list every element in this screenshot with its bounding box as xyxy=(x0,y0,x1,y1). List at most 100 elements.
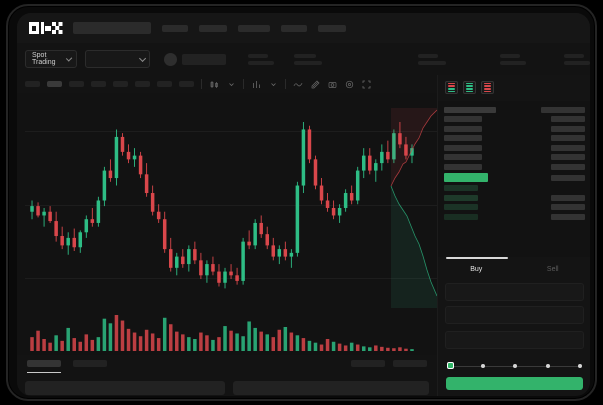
toolbar-divider xyxy=(285,79,286,89)
timeframe-8[interactable] xyxy=(179,81,194,87)
chevron-down-icon xyxy=(139,54,147,62)
tab-sell[interactable]: Sell xyxy=(515,258,591,280)
orderbook-ask-row[interactable] xyxy=(438,124,590,134)
orders-tab-open[interactable] xyxy=(27,360,61,367)
candlestick-series xyxy=(30,121,414,289)
timeframe-3[interactable] xyxy=(69,81,84,87)
logo-letter-o xyxy=(29,22,39,34)
orderbook-ask-row[interactable] xyxy=(438,153,590,163)
timeframe-1[interactable] xyxy=(25,81,40,87)
okx-logo[interactable] xyxy=(29,22,62,34)
tab-buy[interactable]: Buy xyxy=(438,258,515,280)
gridline xyxy=(25,205,437,206)
device-frame: Spot Trading xyxy=(6,4,597,401)
volume-pane xyxy=(17,311,437,355)
gridline xyxy=(25,131,437,132)
orderbook-header xyxy=(438,105,590,115)
trade-sidebar: Buy Sell xyxy=(437,75,590,396)
toolbar-divider xyxy=(243,79,244,89)
nav-item-1[interactable] xyxy=(162,24,188,32)
price-chart[interactable] xyxy=(17,93,437,355)
price-field[interactable] xyxy=(445,306,584,324)
orders-list xyxy=(25,381,429,395)
pencil-icon[interactable] xyxy=(310,79,320,89)
order-type-field[interactable] xyxy=(445,283,584,301)
orderbook[interactable] xyxy=(438,101,590,257)
chevron-down-icon[interactable] xyxy=(226,79,236,89)
nav-item-4[interactable] xyxy=(281,24,307,32)
candlestick-pane xyxy=(17,93,437,308)
chevron-down-icon xyxy=(66,54,73,62)
orderbook-ask-row[interactable] xyxy=(438,115,590,125)
orders-tab-indicator xyxy=(27,372,61,373)
app-screen: Spot Trading xyxy=(17,13,590,396)
amount-field[interactable] xyxy=(445,331,584,349)
orderbook-last-price-row[interactable] xyxy=(438,172,590,184)
market-stat-1 xyxy=(248,53,274,65)
orderbook-mode-bids-only-icon[interactable] xyxy=(463,81,476,94)
candlestick-icon[interactable] xyxy=(209,79,219,89)
orderbook-bid-row[interactable] xyxy=(438,203,590,213)
spot-trading-label: Spot Trading xyxy=(32,52,56,66)
slider-stop-75[interactable] xyxy=(546,363,550,368)
sub-header: Spot Trading xyxy=(17,43,590,75)
chevron-down-icon[interactable] xyxy=(268,79,278,89)
nav-item-2[interactable] xyxy=(199,24,227,32)
slider-handle[interactable] xyxy=(447,362,454,369)
nav-item-3[interactable] xyxy=(238,24,270,32)
chart-toolbar xyxy=(17,75,437,93)
orders-panel xyxy=(17,355,437,396)
market-stat-4 xyxy=(500,53,526,65)
orders-row[interactable] xyxy=(233,381,429,395)
toolbar-divider xyxy=(201,79,202,89)
nav-item-5[interactable] xyxy=(318,24,346,32)
trade-tab-indicator xyxy=(446,257,508,259)
orderbook-ask-row[interactable] xyxy=(438,134,590,144)
timeframe-5[interactable] xyxy=(113,81,128,87)
orderbook-display-modes xyxy=(438,75,590,94)
search-input[interactable] xyxy=(73,22,151,34)
slider-stop-25[interactable] xyxy=(481,363,485,368)
orders-action-1[interactable] xyxy=(351,360,385,367)
orderbook-bid-row[interactable] xyxy=(438,212,590,222)
spot-trading-select[interactable]: Spot Trading xyxy=(25,50,78,68)
orderbook-mode-asks-only-icon[interactable] xyxy=(481,81,494,94)
timeframe-7[interactable] xyxy=(157,81,172,87)
logo-letter-x xyxy=(52,22,62,34)
logo-letter-k xyxy=(40,22,51,34)
fullscreen-icon[interactable] xyxy=(361,79,371,89)
submit-buy-button[interactable] xyxy=(446,377,583,390)
slider-stop-50[interactable] xyxy=(513,363,517,368)
order-form xyxy=(438,281,590,396)
orderbook-bid-row[interactable] xyxy=(438,193,590,203)
top-nav xyxy=(17,13,590,43)
orders-tab-history[interactable] xyxy=(73,360,107,367)
timeframe-6[interactable] xyxy=(135,81,150,87)
market-stat-5 xyxy=(564,53,590,65)
account-name xyxy=(182,53,226,65)
settings-icon[interactable] xyxy=(344,79,354,89)
orderbook-bid-row[interactable] xyxy=(438,184,590,194)
trading-pair-select[interactable] xyxy=(85,50,150,68)
line-tool-icon[interactable] xyxy=(293,79,303,89)
orders-actions xyxy=(351,360,427,367)
volume-series xyxy=(30,315,414,351)
timeframe-4[interactable] xyxy=(91,81,106,87)
orders-row[interactable] xyxy=(25,381,225,395)
amount-percent-slider[interactable] xyxy=(447,361,583,371)
orderbook-ask-row[interactable] xyxy=(438,143,590,153)
trade-tabs: Buy Sell xyxy=(438,258,590,280)
indicator-icon[interactable] xyxy=(251,79,261,89)
tab-sell-label: Sell xyxy=(546,265,559,273)
slider-stop-100[interactable] xyxy=(578,363,582,368)
orders-action-2[interactable] xyxy=(393,360,427,367)
market-stat-3 xyxy=(418,53,446,65)
timeframe-2[interactable] xyxy=(47,81,62,87)
market-stat-2 xyxy=(294,53,322,65)
orderbook-ask-row[interactable] xyxy=(438,162,590,172)
depth-chart-overlay xyxy=(390,108,437,308)
orders-tabs xyxy=(27,360,107,367)
camera-icon[interactable] xyxy=(327,79,337,89)
avatar[interactable] xyxy=(164,52,177,66)
orderbook-mode-both-icon[interactable] xyxy=(445,81,458,94)
